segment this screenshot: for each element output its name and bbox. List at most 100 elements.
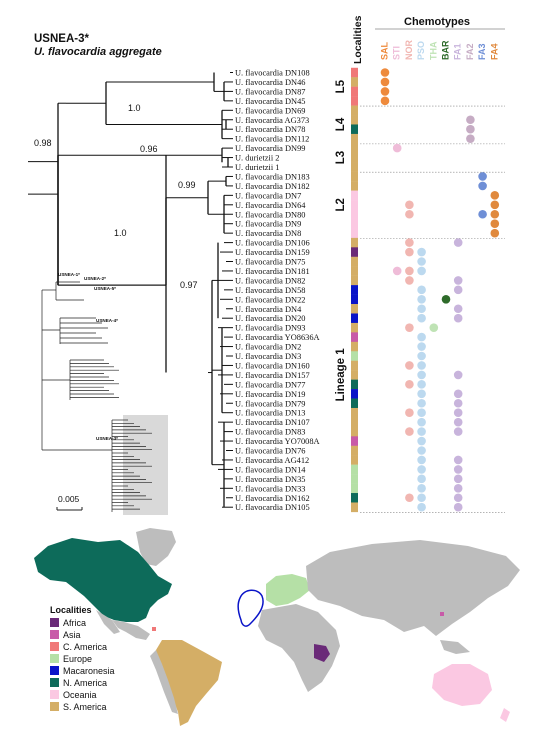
locality-cell [351,152,358,163]
taxon-label: U. flavocardia DN14 [235,465,306,474]
chemotype-dot [417,427,426,436]
chemotype-dot [453,417,463,427]
overview-tree-inset: USNEA-1* USNEA-2* USNEA-5* USNEA-4* USNEA-3* [41,272,168,515]
locality-cell [351,417,358,428]
locality-cell [351,426,358,437]
chemotype-dot [405,247,414,257]
chemotype-dot [453,484,463,493]
taxon-label: U. flavocardia DN157 [235,371,310,380]
chemotype-dot [417,342,426,351]
chemotype-header-nor: NOR [404,40,414,61]
chemotype-dot [490,191,500,200]
support-value: 1.0 [128,103,141,113]
chemotype-dot [453,313,463,323]
c-america-marker [152,627,156,631]
chemotype-dot [417,370,426,380]
legend-item-label: Asia [63,630,81,640]
southeast-asia-shape [440,640,470,654]
chemotype-dot [417,266,426,276]
locality-cell [351,162,358,172]
taxon-label: U. flavocardia DN108 [235,69,310,78]
locality-strip [351,67,358,513]
support-value-group: 0.98 1.0 0.96 0.99 1.0 0.97 [34,103,198,290]
locality-cell [351,370,358,380]
locality-cell [351,143,358,154]
taxon-label: U. flavocardia DN75 [235,258,305,267]
overview-label: USNEA-4* [96,318,118,323]
chemotype-header-group: SAL STI NOR PSO THA BAR FA1 FA2 FA3 FA4 [380,40,500,61]
chemotype-dot [417,361,426,370]
legend-swatch [50,618,59,627]
chemotype-dot [453,238,463,247]
chemotype-dot [405,200,414,210]
overview-highlight [123,415,168,515]
legend-swatch [50,630,59,639]
locality-cell [351,105,358,116]
scale-bar-label: 0.005 [58,494,80,504]
chemotype-dot [417,389,426,399]
taxon-label: U. flavocardia DN78 [235,125,305,134]
legend-swatch [50,678,59,687]
chemotype-dot [453,465,463,474]
taxon-label: U. flavocardia DN112 [235,135,309,144]
greenland-shape [136,528,176,566]
chemotype-dot [478,209,487,219]
taxon-label: U. flavocardia DN77 [235,380,305,389]
locality-cell [351,275,358,286]
chemotype-dot [405,276,414,285]
chemotype-header-sti: STI [392,46,402,60]
chemotype-dot [417,436,426,446]
phylogenetic-tree [28,72,233,508]
taxon-label: U. flavocardia DN105 [235,503,310,512]
chemotype-dot [405,238,414,247]
chemotype-dot [490,209,500,219]
locality-cell [351,96,358,106]
taxon-label: U. flavocardia AG373 [235,116,309,125]
asia-shape [306,540,520,636]
locality-cell [351,322,358,333]
chemotype-header-sal: SAL [380,41,390,60]
taxon-label: U. flavocardia YO8636A [235,333,320,342]
chemotype-dot [417,474,426,484]
taxon-label: U. flavocardia YO7008A [235,437,320,446]
legend-title: Localities [50,605,92,615]
locality-cell [351,237,358,248]
locality-cell [351,398,358,409]
taxon-label: U. flavocardia DN2 [235,343,301,352]
locality-cell [351,332,358,343]
locality-cell [351,502,358,513]
chemotype-dot [453,304,463,314]
chemotype-dot [478,172,487,181]
central-america-shape [112,620,150,640]
legend-item-label: Africa [63,618,86,628]
clade-label: Lineage 1 [335,348,347,402]
chemotype-dot [417,484,426,493]
clade-label: L3 [335,151,347,164]
taxon-label: U. flavocardia DN13 [235,409,305,418]
chemotype-dot [441,295,451,304]
locality-cell [351,294,358,305]
taxon-label: U. flavocardia DN99 [235,144,305,153]
locality-cell [351,190,358,201]
locality-cell [351,351,358,361]
legend-item-label: N. America [63,678,107,688]
chemotype-dot [380,77,390,87]
chemotype-dot [405,380,414,389]
chemotype-dot [453,398,463,408]
taxon-label: U. flavocardia DN107 [235,418,310,427]
support-value: 0.96 [140,144,158,154]
taxon-label: U. flavocardia DN87 [235,87,305,96]
locality-cell [351,266,358,276]
taxon-label: U. flavocardia DN79 [235,399,305,408]
legend-swatch [50,666,59,675]
localities-column-header: Localities [352,15,364,64]
chemotype-dot [453,493,463,503]
chemotype-dot [417,247,426,257]
locality-cell [351,133,358,144]
taxon-label: U. flavocardia AG412 [235,456,309,465]
taxon-label: U. flavocardia DN45 [235,97,305,106]
chemotype-dot [453,502,463,512]
taxon-label: U. flavocardia DN35 [235,475,305,484]
chemotype-dot [417,313,426,323]
